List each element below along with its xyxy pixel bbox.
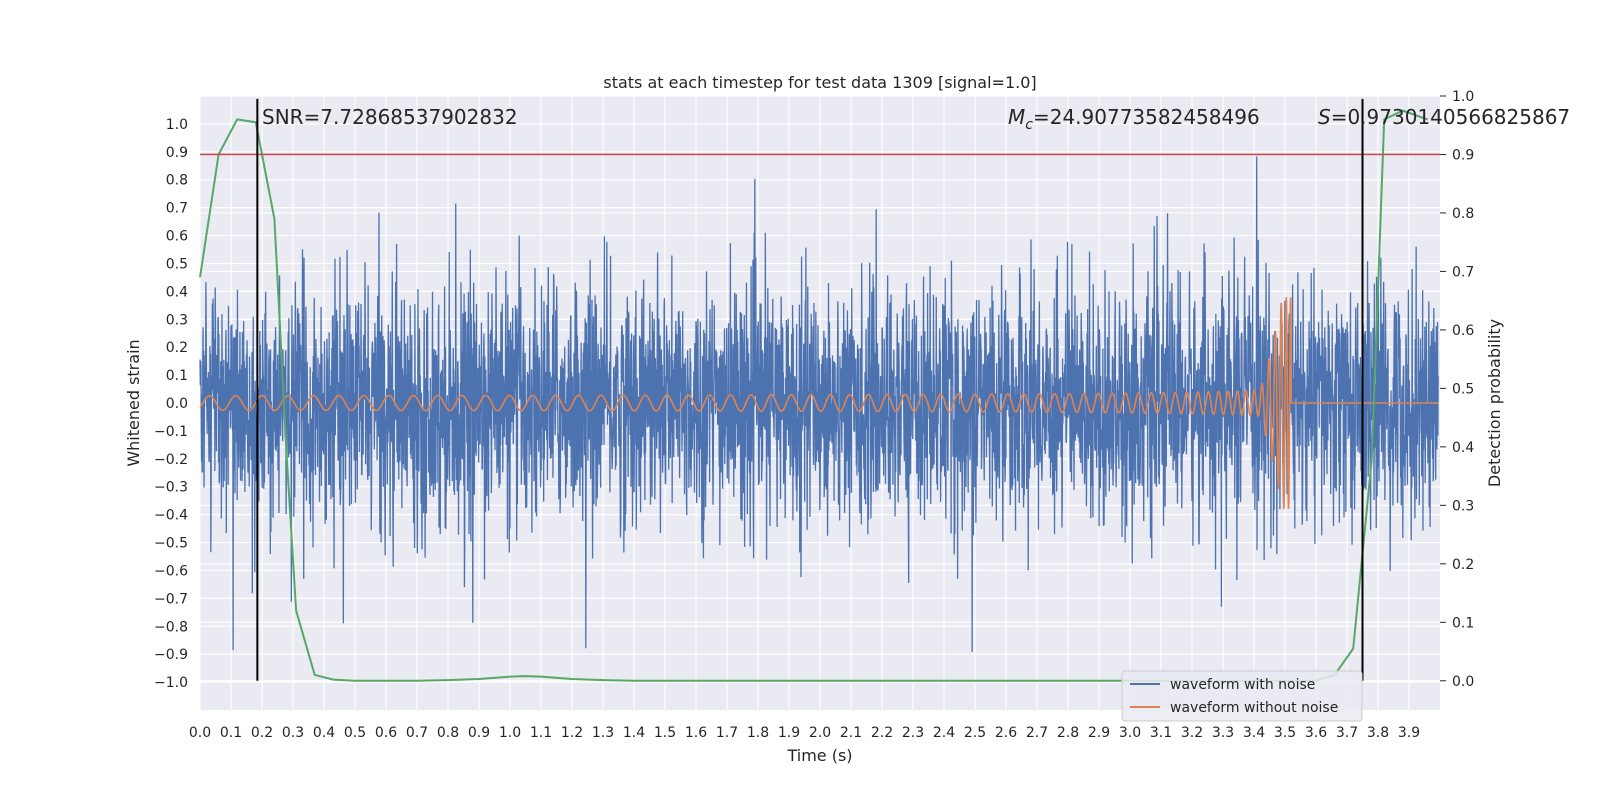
legend-label-noise: waveform with noise [1170,677,1315,693]
x-tick-36: 3.6 [1305,725,1327,741]
x-tick-31: 3.1 [1150,725,1172,741]
y-tick-7: 0.3 [166,312,188,328]
y2-tick-6: 0.4 [1452,440,1474,456]
noise-line [199,156,1439,652]
x-tick-16: 1.6 [685,725,707,741]
x-tick-5: 0.5 [344,725,366,741]
x-tick-27: 2.7 [1026,725,1048,741]
x-tick-23: 2.3 [902,725,924,741]
y-tick-17: −0.7 [154,591,188,607]
mc-subscript: c [1025,117,1033,133]
y2-tick-4: 0.6 [1452,323,1474,339]
x-tick-11: 1.1 [530,725,552,741]
y-tick-1: 0.9 [166,145,188,161]
x-tick-15: 1.5 [654,725,676,741]
y2-tick-9: 0.1 [1452,615,1474,631]
x-tick-1: 0.1 [220,725,242,741]
x-axis-label: Time (s) [786,746,852,765]
mc-value: =24.90773582458496 [1033,105,1260,129]
x-tick-14: 1.4 [623,725,645,741]
y2-axis-label: Detection probability [1485,319,1504,487]
x-tick-2: 0.2 [251,725,273,741]
x-tick-30: 3.0 [1119,725,1141,741]
y-tick-15: −0.5 [154,536,188,552]
x-tick-39: 3.9 [1398,725,1420,741]
x-tick-26: 2.6 [995,725,1017,741]
x-tick-10: 1.0 [499,725,521,741]
reference-lines [200,98,1440,681]
x-tick-24: 2.4 [933,725,955,741]
y-tick-10: 0.0 [166,396,188,412]
x-axis-ticks: 0.0 0.1 0.2 0.3 0.4 0.5 0.6 0.7 0.8 0.9 1.0 1.1 1.2 1… [189,725,1420,741]
x-tick-34: 3.4 [1243,725,1265,741]
y2-tick-0: 1.0 [1452,89,1474,105]
s-value: =0.9730140566825867 [1331,105,1570,129]
x-tick-12: 1.2 [561,725,583,741]
x-tick-32: 3.2 [1181,725,1203,741]
x-tick-6: 0.6 [375,725,397,741]
y-tick-14: −0.4 [154,508,188,524]
clean-line [199,297,1439,509]
y2-axis-ticks: 1.0 0.9 0.8 0.7 0.6 0.5 0.4 0.3 0.2 0.1 0.0 [1440,89,1474,690]
x-tick-9: 0.9 [468,725,490,741]
x-tick-13: 1.3 [592,725,614,741]
x-tick-19: 1.9 [778,725,800,741]
y2-tick-8: 0.2 [1452,557,1474,573]
x-tick-20: 2.0 [809,725,831,741]
x-tick-7: 0.7 [406,725,428,741]
y2-tick-1: 0.9 [1452,147,1474,163]
y-tick-5: 0.5 [166,256,188,272]
y-axis-label: Whitened strain [124,339,143,466]
y-tick-13: −0.3 [154,480,188,496]
x-tick-29: 2.9 [1088,725,1110,741]
y-tick-0: 1.0 [166,117,188,133]
y-axis-ticks: 1.0 0.9 0.8 0.7 0.6 0.5 0.4 0.3 0.2 0.1 0.0 −0.1 −0.… [154,117,188,691]
x-tick-28: 2.8 [1057,725,1079,741]
x-tick-37: 3.7 [1336,725,1358,741]
legend-label-clean: waveform without noise [1170,700,1338,716]
x-tick-0: 0.0 [189,725,211,741]
x-tick-18: 1.8 [747,725,769,741]
y-tick-2: 0.8 [166,173,188,189]
y-tick-8: 0.2 [166,340,188,356]
annotation-s: S=0.9730140566825867 [1318,105,1570,129]
x-tick-38: 3.8 [1367,725,1389,741]
y-tick-9: 0.1 [166,368,188,384]
mc-symbol: M [1008,105,1025,129]
x-tick-22: 2.2 [871,725,893,741]
annotation-mc: Mc=24.90773582458496 [1008,105,1260,133]
x-tick-17: 1.7 [716,725,738,741]
y2-tick-5: 0.5 [1452,381,1474,397]
series-waveform-with-noise [199,156,1439,652]
y2-tick-3: 0.7 [1452,264,1474,280]
x-tick-3: 0.3 [282,725,304,741]
s-symbol: S [1318,105,1331,129]
y-tick-12: −0.2 [154,452,188,468]
y2-tick-10: 0.0 [1452,674,1474,690]
legend: waveform with noise waveform without noi… [1121,670,1363,722]
y-tick-4: 0.6 [166,229,188,245]
y-tick-19: −0.9 [154,647,188,663]
chart-title: stats at each timestep for test data 130… [603,73,1036,92]
annotation-snr: SNR=7.72868537902832 [262,105,518,129]
x-tick-4: 0.4 [313,725,335,741]
x-tick-33: 3.3 [1212,725,1234,741]
y-tick-11: −0.1 [154,424,188,440]
y-tick-16: −0.6 [154,563,188,579]
x-tick-35: 3.5 [1274,725,1296,741]
y2-tick-2: 0.8 [1452,206,1474,222]
x-tick-25: 2.5 [964,725,986,741]
series-waveform-without-noise [199,297,1439,509]
x-tick-8: 0.8 [437,725,459,741]
y-tick-20: −1.0 [154,675,188,691]
x-tick-21: 2.1 [840,725,862,741]
y-tick-18: −0.8 [154,619,188,635]
y2-tick-7: 0.3 [1452,498,1474,514]
y-tick-3: 0.7 [166,201,188,217]
y-tick-6: 0.4 [166,284,188,300]
